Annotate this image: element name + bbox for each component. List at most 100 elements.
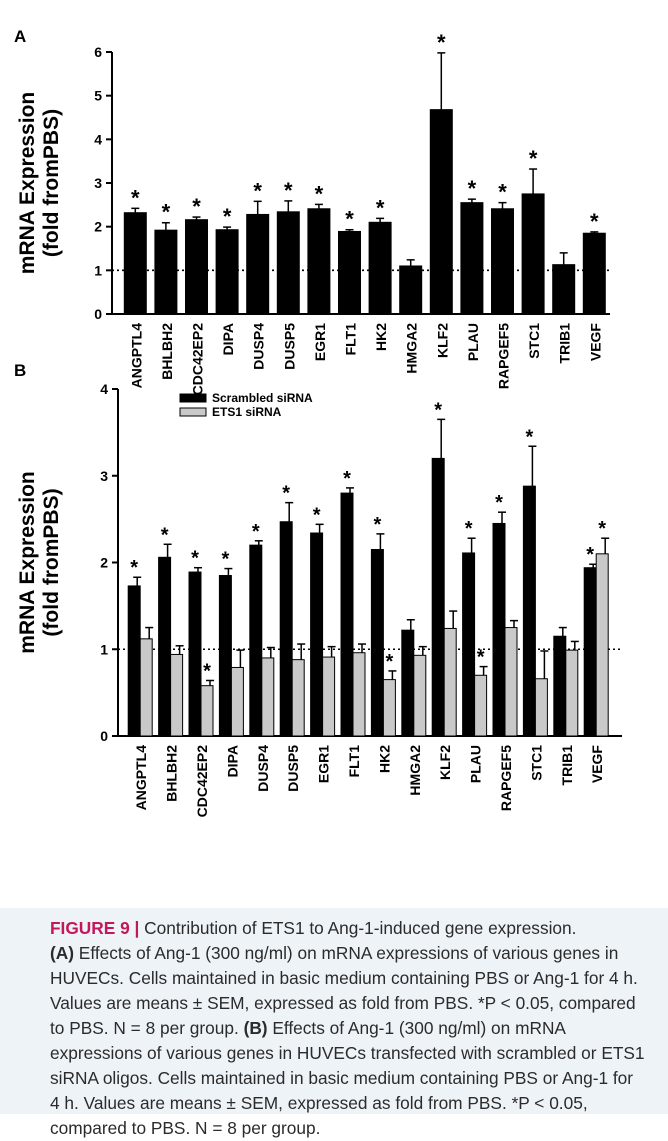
panel-a-bar-hk2-s1 (368, 221, 392, 315)
panel-b-significance-star: * (386, 651, 394, 673)
caption-part-a-text-4: to PBS. N = 8 per group. (50, 1018, 244, 1038)
panel-b-x-tick-label: EGR1 (316, 745, 332, 783)
panel-b-label: B (14, 361, 26, 380)
panel-a-bar-vegf-s1 (582, 232, 606, 315)
panel-b-x-tick-label: HK2 (376, 745, 392, 773)
caption-part-a-text-2: HUVECs. Cells maintained in basic medium… (50, 968, 638, 988)
panel-a-significance-star: * (437, 30, 446, 55)
panel-b-bar-flt1-s2 (352, 652, 366, 737)
panel-a-y-tick-label: 1 (94, 262, 102, 278)
panel-b-bar-angptl4-s2 (139, 638, 153, 737)
panel-a-bar-dipa-s1 (215, 229, 239, 315)
panel-a-x-tick-label: CDC42EP2 (190, 323, 206, 396)
panel-b-x-tick-label: DIPA (224, 745, 240, 777)
caption-part-b-text-4: 4 h. Values are means ± SEM, expressed a… (50, 1093, 588, 1113)
panel-a-x-tick-label: FLT1 (343, 323, 359, 356)
panel-a-x-tick-label: TRIB1 (557, 323, 573, 364)
panel-a-y-tick-label: 2 (94, 219, 102, 235)
panel-b-significance-star: * (598, 518, 606, 540)
caption-figure-number: FIGURE 9 | (50, 918, 140, 938)
caption-part-b-text-1: Effects of Ang-1 (300 ng/ml) on mRNA (267, 1018, 566, 1038)
panel-b-bar-dipa-s2 (230, 666, 244, 737)
caption-part-a-text-3: Values are means ± SEM, expressed as fol… (50, 993, 636, 1013)
figure-caption-box (0, 908, 668, 1114)
panel-a-significance-star: * (131, 185, 140, 210)
panel-b-bar-hmga2-s1 (401, 629, 415, 737)
panel-b-x-tick-label: ANGPTL4 (133, 745, 149, 811)
panel-a-x-tick-label: RAPGEF5 (496, 323, 512, 389)
panel-a-x-tick-label: VEGF (587, 323, 603, 362)
panel-b-x-tick-label: TRIB1 (559, 745, 575, 786)
panel-a-x-tick-label: STC1 (526, 323, 542, 359)
panel-b-bar-cdc42ep2-s1 (188, 571, 202, 737)
panel-b-x-tick-label: RAPGEF5 (498, 745, 514, 811)
panel-a-significance-star: * (376, 195, 385, 220)
caption-part-b-text-2: expressions of various genes in HUVECs t… (50, 1043, 645, 1063)
panel-b-bar-rapgef5-s2 (504, 627, 518, 737)
panel-b-y-axis-title-line-2: (fold fromPBS) (40, 488, 63, 636)
panel-a-bar-cdc42ep2-s1 (185, 219, 208, 315)
figure-caption: FIGURE 9 | Contribution of ETS1 to Ang-1… (50, 916, 666, 1141)
panel-b-bar-plau-s2 (474, 674, 488, 737)
panel-a-x-tick-label: HMGA2 (404, 323, 420, 374)
panel-b-y-axis-title-line-1: mRNA Expression (16, 471, 39, 653)
panel-b-bar-stc1-s2 (534, 678, 548, 737)
panel-a-x-tick-label: DUSP4 (251, 323, 267, 370)
caption-part-b-text-5: compared to PBS. N = 8 per group. (50, 1118, 321, 1138)
panel-a-bar-hmga2-s1 (399, 265, 423, 315)
panel-b-x-tick-label: DUSP5 (285, 745, 301, 792)
panel-a-bar-trib1-s1 (552, 264, 576, 315)
panel-a-significance-star: * (345, 207, 354, 232)
panel-b-bar-vegf-s2 (595, 553, 609, 737)
caption-title: Contribution of ETS1 to Ang-1-induced ge… (139, 918, 577, 938)
panel-b-significance-star: * (465, 518, 473, 540)
panel-a-x-tick-label: EGR1 (312, 323, 328, 361)
panel-b-y-tick-label: 1 (100, 641, 108, 657)
panel-b-bar-dipa-s1 (218, 575, 232, 737)
panel-a-significance-star: * (223, 204, 232, 229)
panel-b-significance-star: * (161, 524, 169, 546)
panel-a-significance-star: * (529, 146, 538, 171)
panel-b-bar-plau-s1 (462, 552, 476, 737)
panel-a-bar-stc1-s1 (521, 193, 545, 315)
panel-b-significance-star: * (203, 660, 211, 682)
caption-part-b-text-3: siRNA oligos. Cells maintained in basic … (50, 1068, 634, 1088)
panel-a-bar-plau-s1 (460, 202, 484, 315)
panel-a-significance-star: * (253, 178, 262, 203)
caption-part-a-text-1: Effects of Ang-1 (300 ng/ml) on mRNA exp… (74, 943, 619, 963)
panel-b-x-tick-label: HMGA2 (407, 745, 423, 796)
panel-a-x-tick-label: PLAU (465, 323, 481, 361)
panel-b-significance-star: * (477, 647, 485, 669)
panel-b-bar-dusp4-s1 (249, 544, 263, 737)
panel-b-bar-egr1-s2 (322, 656, 336, 737)
panel-a-x-tick-label: DIPA (220, 323, 236, 355)
panel-b-bar-rapgef5-s1 (492, 522, 506, 737)
panel-b-bar-bhlbh2-s2 (170, 653, 184, 737)
panel-a-bar-angptl4-s1 (123, 212, 147, 315)
panel-b-x-tick-label: BHLBH2 (164, 745, 180, 802)
panel-b-bar-hk2-s2 (382, 679, 396, 737)
panel-b-bar-angptl4-s1 (127, 585, 141, 737)
panel-b-legend-swatch-2 (179, 407, 207, 417)
panel-b-bar-dusp4-s2 (261, 657, 275, 737)
panel-b-x-tick-label: DUSP4 (255, 745, 271, 792)
panel-a-significance-star: * (468, 176, 477, 201)
panel-b-x-tick-label: PLAU (468, 745, 484, 783)
panel-a-significance-star: * (315, 181, 324, 206)
panel-b-x-tick-label: KLF2 (437, 745, 453, 780)
panel-a-bar-dusp5-s1 (276, 211, 300, 315)
caption-line-1: FIGURE 9 | Contribution of ETS1 to Ang-1… (50, 916, 666, 941)
panel-a-y-axis-title-line-1: mRNA Expression (16, 92, 39, 274)
panel-a-label: A (14, 27, 26, 46)
panel-b-significance-star: * (586, 544, 594, 566)
panel-b-y-tick-label: 0 (100, 728, 108, 744)
panel-a-y-tick-label: 5 (94, 88, 102, 104)
panel-b-legend-swatch-1 (179, 393, 207, 403)
panel-a-bar-dusp4-s1 (246, 213, 270, 315)
panel-b-bar-trib1-s1 (553, 635, 567, 737)
panel-a-bar-bhlbh2-s1 (154, 229, 178, 315)
panel-a-y-tick-label: 4 (94, 131, 102, 147)
panel-a-significance-star: * (590, 209, 599, 234)
panel-a-x-tick-label: ANGPTL4 (128, 323, 144, 389)
